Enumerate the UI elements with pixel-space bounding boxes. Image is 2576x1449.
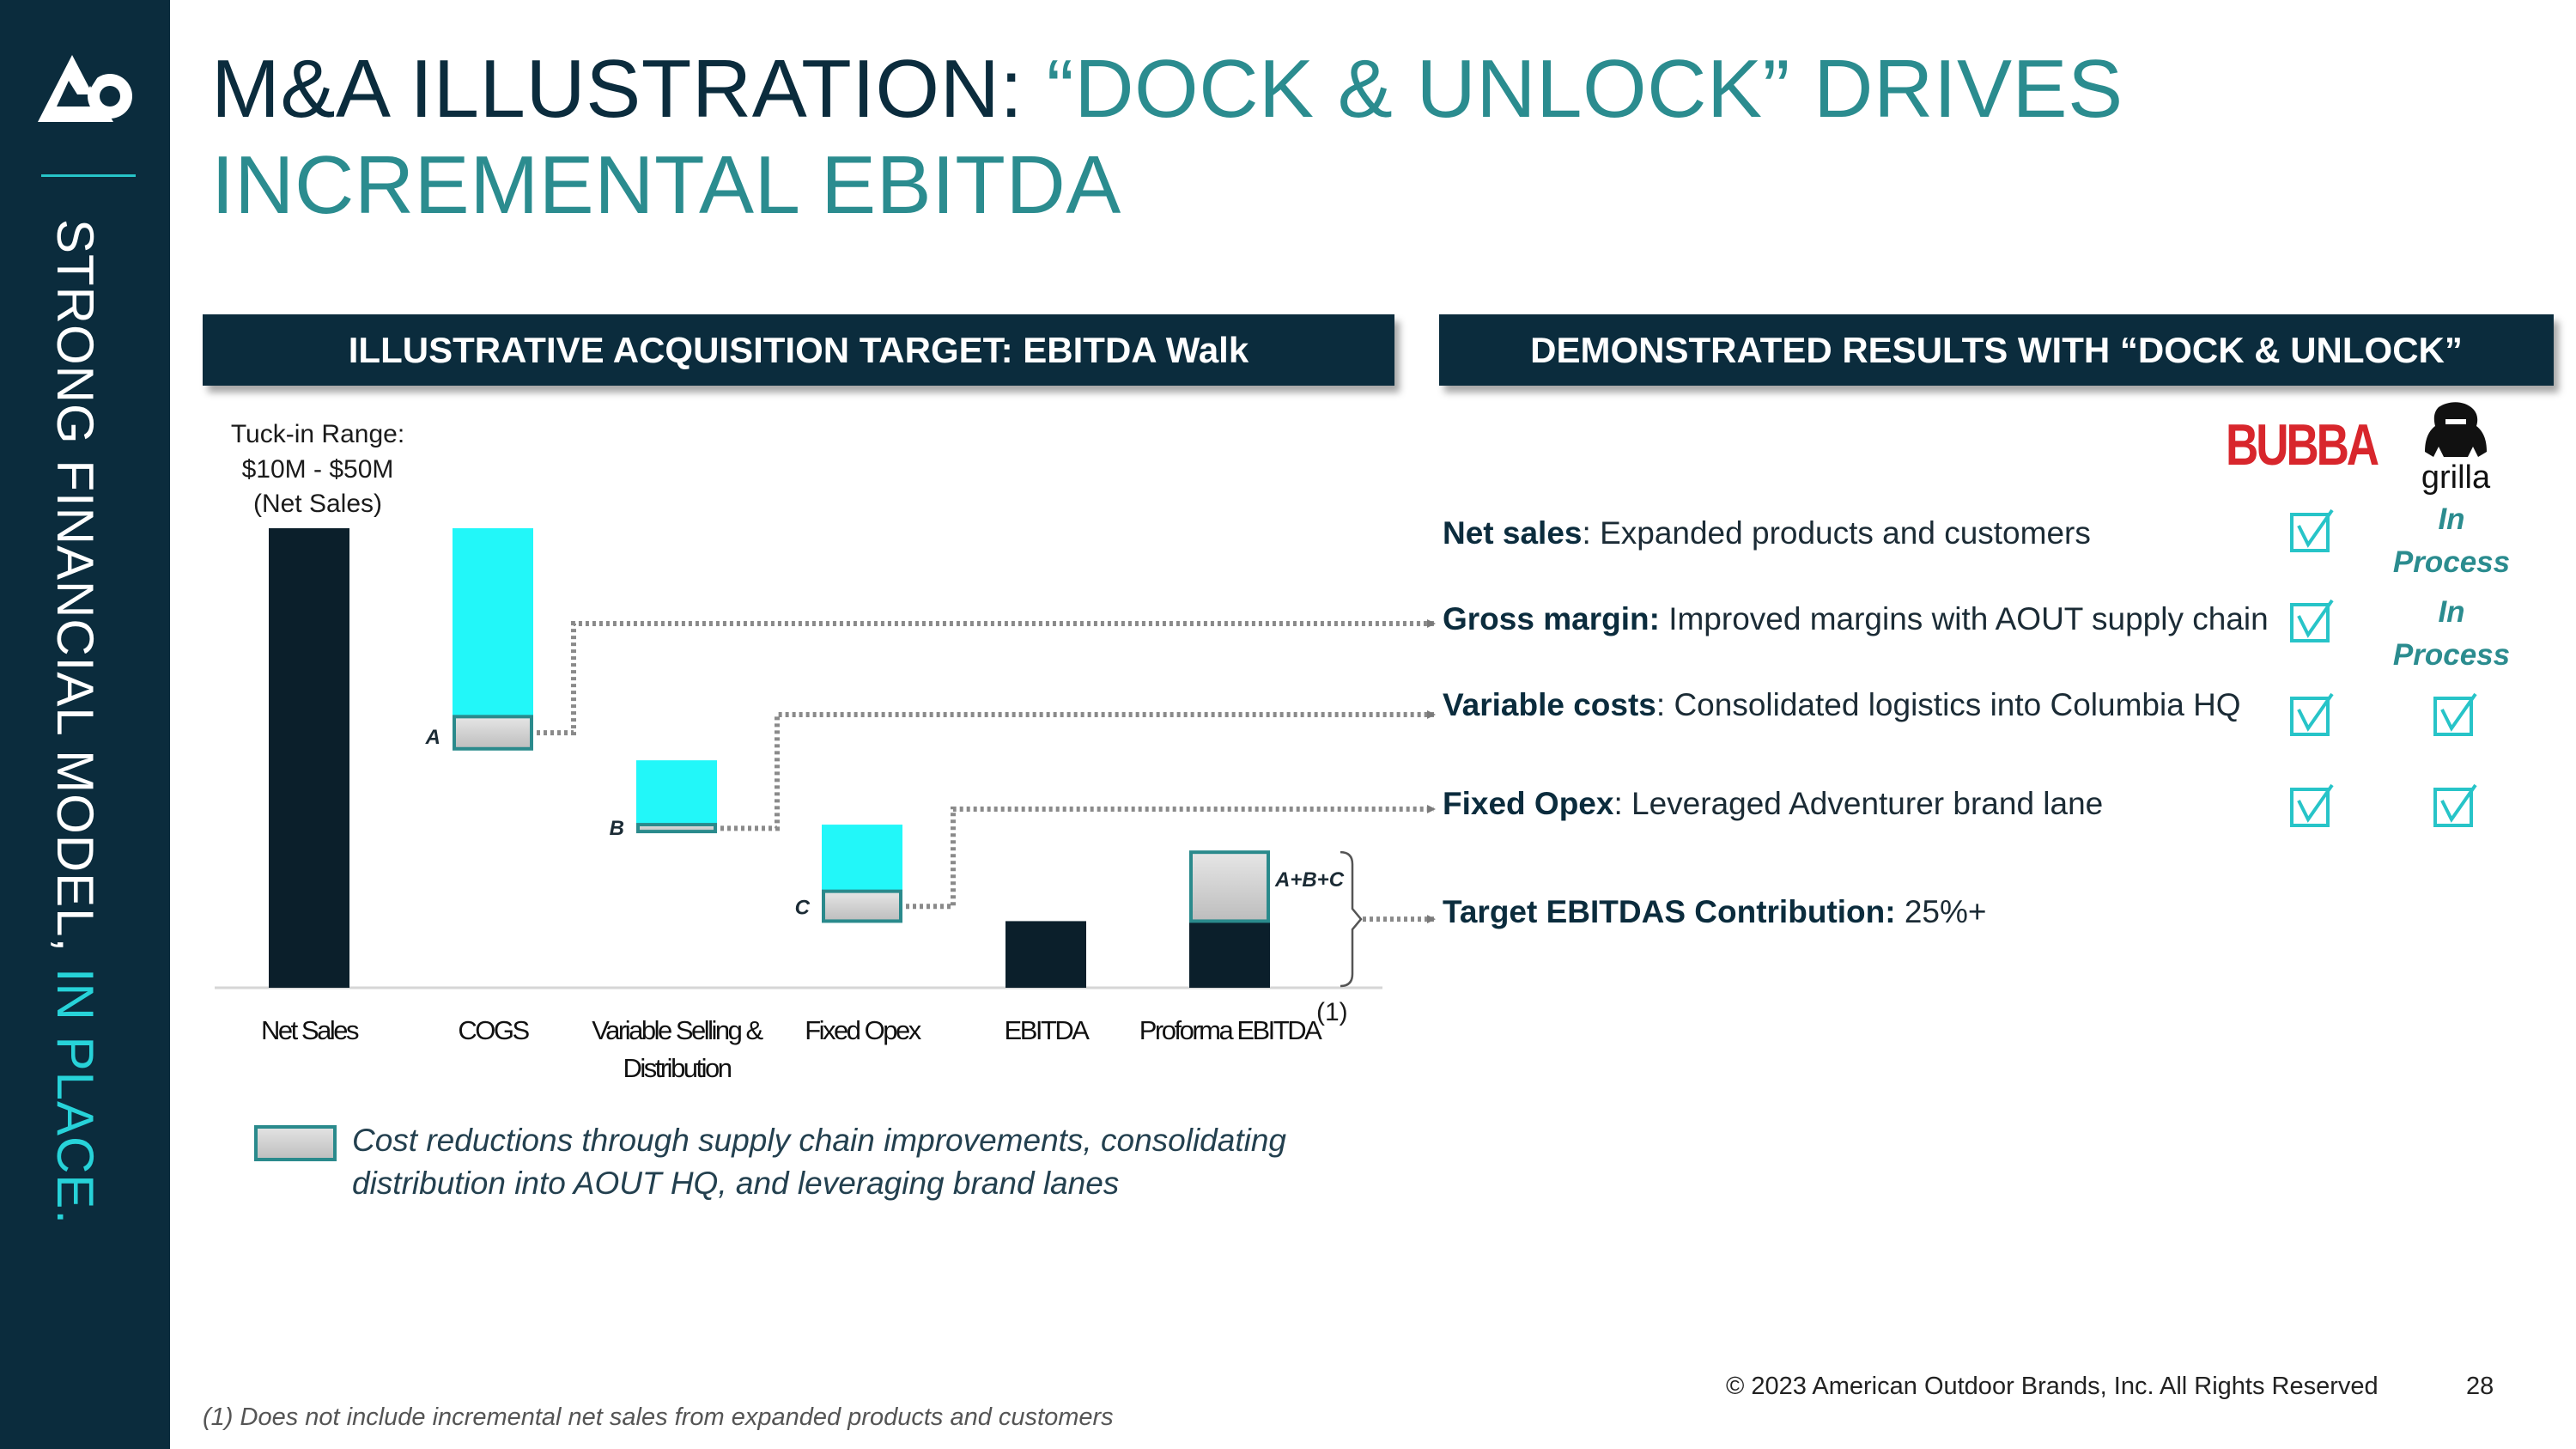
- results-header: DEMONSTRATED RESULTS WITH “DOCK & UNLOCK…: [1439, 314, 2554, 386]
- metric-fixed-opex: Fixed Opex: Leveraged Adventurer brand l…: [1443, 786, 2103, 822]
- page-number: 28: [2466, 1373, 2494, 1400]
- bubba-logo-icon: BUBBA: [2226, 417, 2382, 472]
- bubba-net-sales-check-icon: [2290, 508, 2334, 552]
- sidebar-section-label: STRONG FINANCIAL MODEL, IN PLACE.: [45, 219, 105, 1225]
- grilla-gross-margin-status: In Process: [2383, 591, 2520, 677]
- bubba-variable-costs-check-icon: [2290, 692, 2334, 736]
- annotation-a-b-c: A+B+C: [1274, 868, 1345, 892]
- legend-swatch-cost-reduction: [254, 1125, 337, 1161]
- x-tick-label-net-sales: Net Sales: [261, 1015, 359, 1045]
- metric-sep: :: [1582, 515, 1601, 551]
- sidebar-divider: [41, 174, 136, 177]
- x-tick-label-ebitda: EBITDA: [1005, 1015, 1091, 1045]
- grilla-variable-costs-check-icon: [2433, 692, 2477, 736]
- metric-text: Consolidated logistics into Columbia HQ: [1674, 687, 2241, 722]
- x-tick-label-cogs: COGS: [458, 1015, 529, 1045]
- annotation-b: B: [610, 817, 624, 840]
- sidebar-label-main: STRONG FINANCIAL MODEL,: [46, 219, 104, 968]
- bar-fixed-opex-reduction: [822, 889, 902, 923]
- annotation-c: C: [795, 896, 811, 919]
- title-main: “DOCK & UNLOCK” DRIVES INCREMENTAL EBITD…: [211, 43, 2123, 231]
- connector-vsd-variable-costs: [720, 710, 1436, 831]
- status-line-2: Process: [2392, 638, 2511, 672]
- connectors-layer: [537, 619, 1436, 988]
- metric-key: Gross margin:: [1443, 601, 1660, 636]
- sidebar-label-accent: IN PLACE.: [46, 967, 104, 1225]
- connector-opex-fixed-opex: [906, 805, 1436, 910]
- ebitda-walk-chart: Tuck-in Range: $10M - $50M (Net Sales) N…: [215, 420, 1436, 1083]
- tuck-in-line-1: Tuck-in Range:: [231, 420, 404, 448]
- metric-sep: [1660, 601, 1668, 636]
- metric-key: Fixed Opex: [1443, 786, 1614, 821]
- proforma-bracket: [1340, 850, 1363, 988]
- metric-variable-costs: Variable costs: Consolidated logistics i…: [1443, 687, 2241, 723]
- footnote-marker: (1): [1316, 998, 1348, 1026]
- copyright: © 2023 American Outdoor Brands, Inc. All…: [1726, 1373, 2379, 1400]
- legend-line-1: Cost reductions through supply chain imp…: [352, 1123, 1286, 1158]
- metric-text: Improved margins with AOUT supply chain: [1668, 601, 2269, 636]
- bubba-fixed-opex-check-icon: [2290, 783, 2334, 827]
- x-tick-label-proforma-ebitda: Proforma EBITDA: [1139, 1015, 1322, 1045]
- connector-cogs-gross-margin: [537, 619, 1436, 736]
- page-title: M&A ILLUSTRATION: “DOCK & UNLOCK” DRIVES…: [211, 41, 2530, 234]
- tuck-in-line-2: $10M - $50M: [242, 455, 394, 484]
- status-line-2: Process: [2392, 545, 2511, 579]
- metric-target-ebitdas: Target EBITDAS Contribution: 25%+: [1443, 894, 1987, 930]
- status-line-1: In: [2438, 502, 2465, 536]
- bars-layer: [269, 528, 1270, 988]
- tuck-in-line-3: (Net Sales): [253, 490, 382, 518]
- bar-net-sales-base: [269, 528, 349, 988]
- title-prefix: M&A ILLUSTRATION:: [211, 43, 1047, 135]
- bar-variable-selling-distribution-cost: [636, 760, 717, 825]
- annotation-a: A: [425, 726, 440, 749]
- sidebar: STRONG FINANCIAL MODEL, IN PLACE.: [0, 0, 170, 1449]
- grilla-gorilla-logo-icon: grilla: [2421, 402, 2491, 496]
- metric-sep: :: [1613, 786, 1632, 821]
- bar-cogs-reduction: [453, 715, 533, 751]
- grilla-fixed-opex-check-icon: [2433, 783, 2477, 827]
- grilla-net-sales-status: In Process: [2383, 498, 2520, 584]
- status-line-1: In: [2438, 595, 2465, 629]
- footnote: (1) Does not include incremental net sal…: [203, 1403, 1114, 1431]
- ebitda-walk-header: ILLUSTRATIVE ACQUISITION TARGET: EBITDA …: [203, 314, 1394, 386]
- legend-text: Cost reductions through supply chain imp…: [352, 1119, 1382, 1205]
- company-logo-icon: [38, 55, 132, 122]
- bubba-gross-margin-check-icon: [2290, 599, 2334, 642]
- metric-text: Expanded products and customers: [1600, 515, 2091, 551]
- labels-layer: Net Sales COGS Variable Selling & Distribut…: [261, 726, 1348, 1083]
- metric-sep: [1896, 894, 1905, 929]
- bar-ebitda-base: [1005, 921, 1086, 988]
- metric-text: Leveraged Adventurer brand lane: [1631, 786, 2104, 821]
- bar-variable-selling-distribution-reduction: [636, 823, 717, 834]
- metric-net-sales: Net sales: Expanded products and custome…: [1443, 515, 2091, 551]
- metric-text: 25%+: [1904, 894, 1987, 929]
- bubba-logo-text: BUBBA: [2226, 417, 2379, 472]
- metric-sep: :: [1656, 687, 1674, 722]
- metric-key: Variable costs: [1443, 687, 1656, 722]
- x-tick-label-variable-selling-distribution: Variable Selling &: [592, 1015, 763, 1045]
- metric-gross-margin: Gross margin: Improved margins with AOUT…: [1443, 601, 2269, 637]
- bar-cogs-cost: [453, 528, 533, 717]
- bar-proforma-ebitda-base: [1189, 921, 1270, 988]
- grilla-logo-text: grilla: [2421, 460, 2491, 496]
- bar-proforma-ebitda-reduction: [1189, 850, 1270, 923]
- x-tick-label-variable-selling-distribution-2: Distribution: [623, 1053, 731, 1083]
- metric-key: Net sales: [1443, 515, 1583, 551]
- legend-line-2: distribution into AOUT HQ, and leveragin…: [352, 1166, 1120, 1201]
- x-tick-label-fixed-opex: Fixed Opex: [805, 1015, 922, 1045]
- metric-key: Target EBITDAS Contribution:: [1443, 894, 1896, 929]
